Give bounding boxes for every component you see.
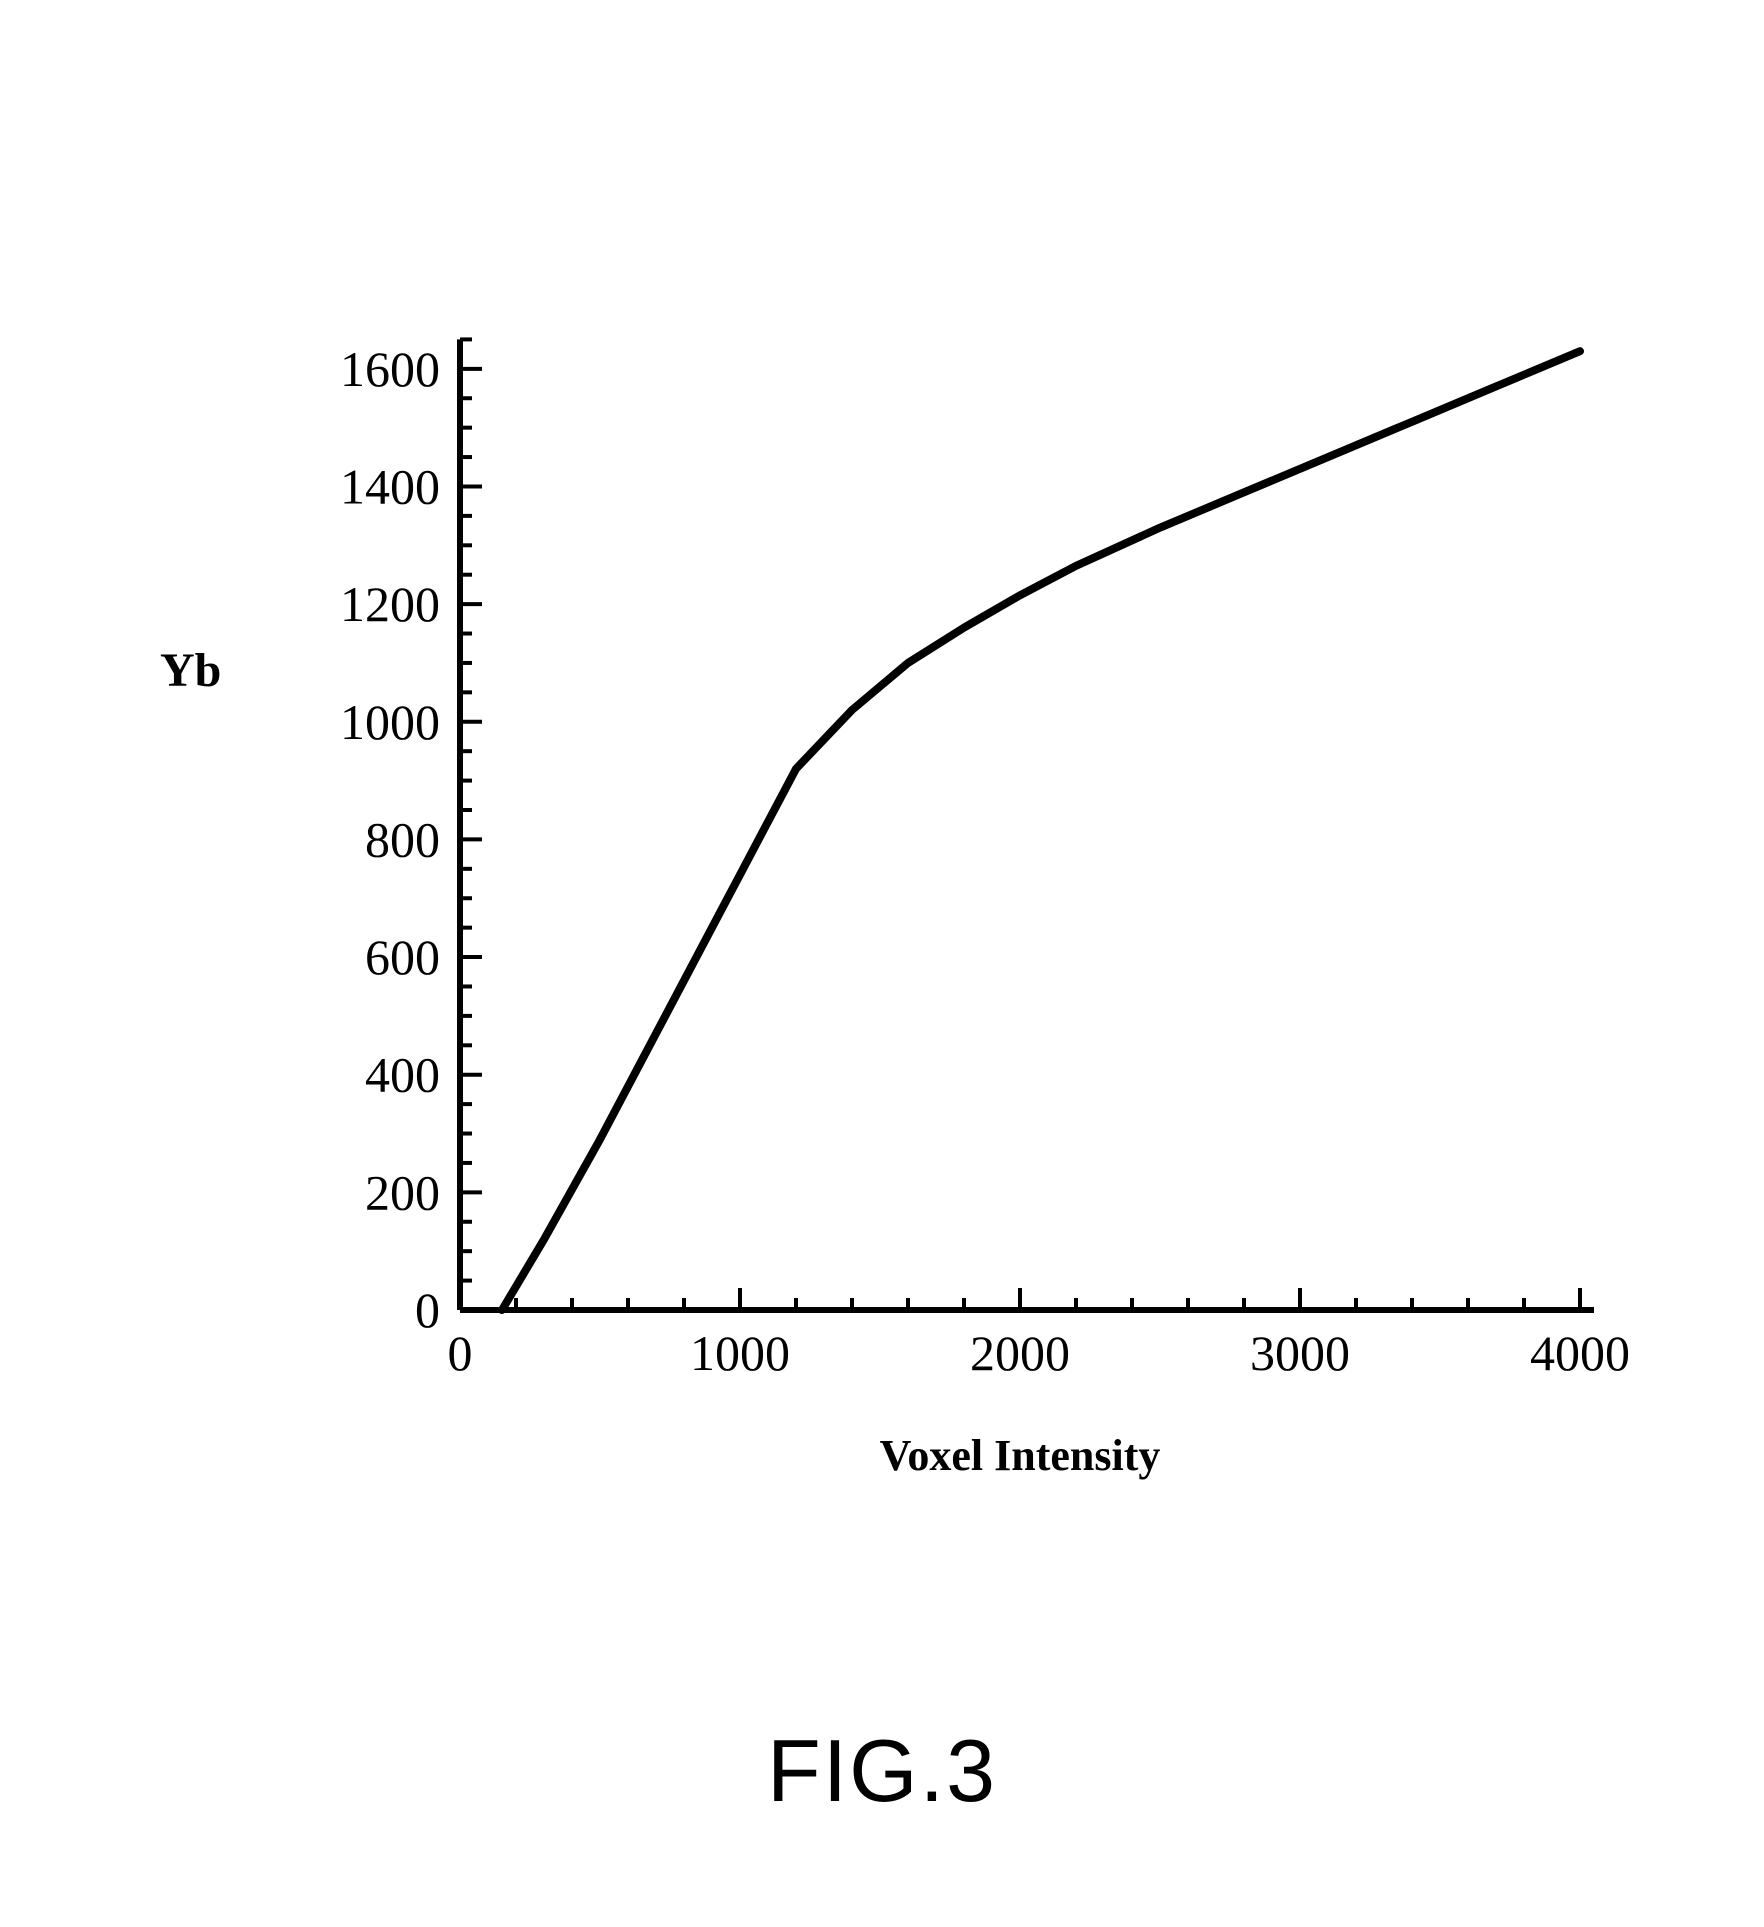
y-tick-label: 1600: [340, 341, 440, 397]
page: 0 200 400 600 800 1000 1200 1400 1600 0 1000 2000 30…: [0, 0, 1764, 1927]
chart-container: 0 200 400 600 800 1000 1200 1400 1600 0 1000 2000 30…: [140, 250, 1640, 1550]
x-tick-label: 3000: [1250, 1325, 1350, 1381]
y-tick-label: 800: [365, 811, 440, 867]
y-tick-label: 1200: [340, 576, 440, 632]
x-tick-label: 2000: [970, 1325, 1070, 1381]
y-tick-label: 0: [415, 1282, 440, 1338]
y-tick-label: 600: [365, 929, 440, 985]
x-axis-label: Voxel Intensity: [460, 1430, 1580, 1481]
x-tick-label: 0: [448, 1325, 473, 1381]
y-tick-label: 1000: [340, 694, 440, 750]
figure-caption: FIG.3: [0, 1720, 1764, 1822]
x-tick-label: 1000: [690, 1325, 790, 1381]
y-axis-label: Yb: [160, 643, 221, 698]
y-tick-label: 1400: [340, 458, 440, 514]
x-tick-label: 4000: [1530, 1325, 1630, 1381]
line-chart: 0 200 400 600 800 1000 1200 1400 1600 0 1000 2000 30…: [140, 250, 1640, 1550]
y-tick-label: 200: [365, 1164, 440, 1220]
y-tick-label: 400: [365, 1047, 440, 1103]
